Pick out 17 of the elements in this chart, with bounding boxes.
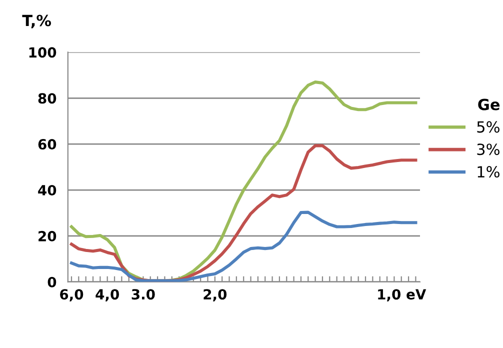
y-tick-label: 0 [48,276,56,288]
y-tick-label: 80 [38,93,56,104]
line-series [70,210,418,282]
y-axis-title: T,% [22,14,51,28]
x-tick-label: 3.0 [132,289,155,300]
y-tick-label: 60 [38,139,56,150]
x-tick-label: 6,0 [60,289,84,302]
x-tick-label: 4,0 [96,289,119,302]
legend-label: 3% [477,144,500,156]
x-tick-label: 2,0 [204,289,227,302]
y-tick-label: 40 [38,184,56,196]
legend-label: 5% [477,121,500,133]
legend-title: Ge [478,98,500,110]
y-tick-label: 100 [29,47,56,58]
legend-label: 1% [478,166,500,178]
x-tick-label: 1,0 eV [378,289,426,302]
y-tick-label: 20 [38,230,56,242]
